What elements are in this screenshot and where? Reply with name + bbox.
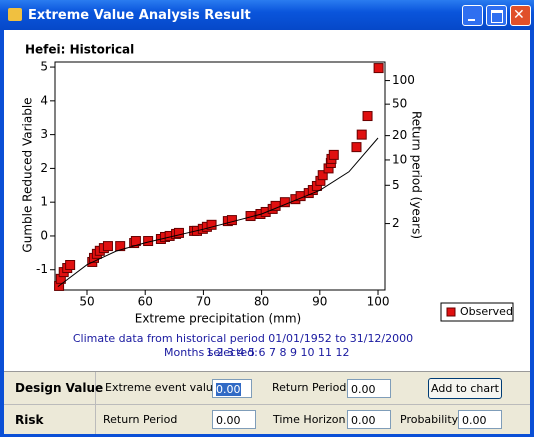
horizon-label: Time Horizon [273,413,346,426]
y2-tick-label: 100 [392,73,415,87]
y2-tick-label: 10 [392,152,407,166]
y-tick-label: 1 [40,195,48,209]
legend-swatch [446,307,456,317]
y-tick-label: 5 [40,60,48,74]
title-bar: Extreme Value Analysis Result ✕ [0,0,534,30]
y-tick-label: 4 [40,93,48,107]
point [226,215,237,226]
design-value-label: Design Value [15,381,104,395]
y-tick-label: -1 [36,262,48,276]
form-panel: Design Value Extreme event value 0.00 Re… [4,371,530,434]
y2-tick-label: 5 [392,178,400,192]
y2-tick-label: 20 [392,128,407,142]
fit-line [57,137,379,288]
y-tick-label: 2 [40,161,48,175]
period-label: Return Period [272,381,347,394]
point [317,170,328,181]
maximize-button[interactable] [486,5,507,26]
point [351,142,362,153]
x-tick-label: 70 [196,295,211,309]
event-label: Extreme event value [105,381,220,394]
row-divider [4,404,530,405]
point [115,241,126,252]
legend-label: Observed [460,305,513,318]
chart: Hefei: Historical Extreme precipitation … [21,43,514,359]
x-tick-label: 50 [79,295,94,309]
x-tick-label: 80 [254,295,269,309]
x-tick-label: 90 [312,295,327,309]
point [102,241,113,252]
y-axis-label: Gumble Reduced Variable [21,97,35,252]
point [373,63,384,74]
add-to-chart-button[interactable]: Add to chart [428,378,502,399]
x-tick-label: 60 [138,295,153,309]
point [362,111,373,122]
close-button[interactable]: ✕ [510,5,531,26]
plot-frame [54,61,386,291]
point [65,260,76,271]
probability-label: Probability [400,413,459,426]
point [356,129,367,140]
point [206,219,217,230]
point [270,200,281,211]
event-value: 0.00 [216,383,241,396]
months-label: Months selected: [164,346,258,359]
y2-tick-label: 2 [392,216,400,230]
horizon-input[interactable]: 0.00 [347,410,391,429]
risk-period-input[interactable]: 0.00 [212,410,256,429]
client-area: Hefei: Historical Extreme precipitation … [4,30,530,434]
risk-period-label: Return Period [103,413,178,426]
y2-tick-label: 50 [392,97,407,111]
period-input[interactable]: 0.00 [347,379,391,398]
point [328,149,339,160]
months-list: 1 2 3 4 5 6 7 8 9 10 11 12 [206,346,349,359]
minimize-button[interactable] [462,5,483,26]
period-note: Climate data from historical period 01/0… [73,332,413,345]
y-tick-label: 0 [40,228,48,242]
window-title: Extreme Value Analysis Result [28,8,251,23]
risk-label: Risk [15,413,44,427]
x-tick-label: 100 [367,295,390,309]
legend-box [440,302,514,322]
point [173,227,184,238]
y2-axis-label: Return period (years) [410,111,424,239]
event-input[interactable]: 0.00 [212,379,252,398]
y-tick-label: 3 [40,127,48,141]
column-divider [95,372,96,434]
probability-input[interactable]: 0.00 [458,410,502,429]
x-axis-label: Extreme precipitation (mm) [135,312,301,326]
chart-title: Hefei: Historical [25,43,134,57]
app-icon [8,8,22,21]
